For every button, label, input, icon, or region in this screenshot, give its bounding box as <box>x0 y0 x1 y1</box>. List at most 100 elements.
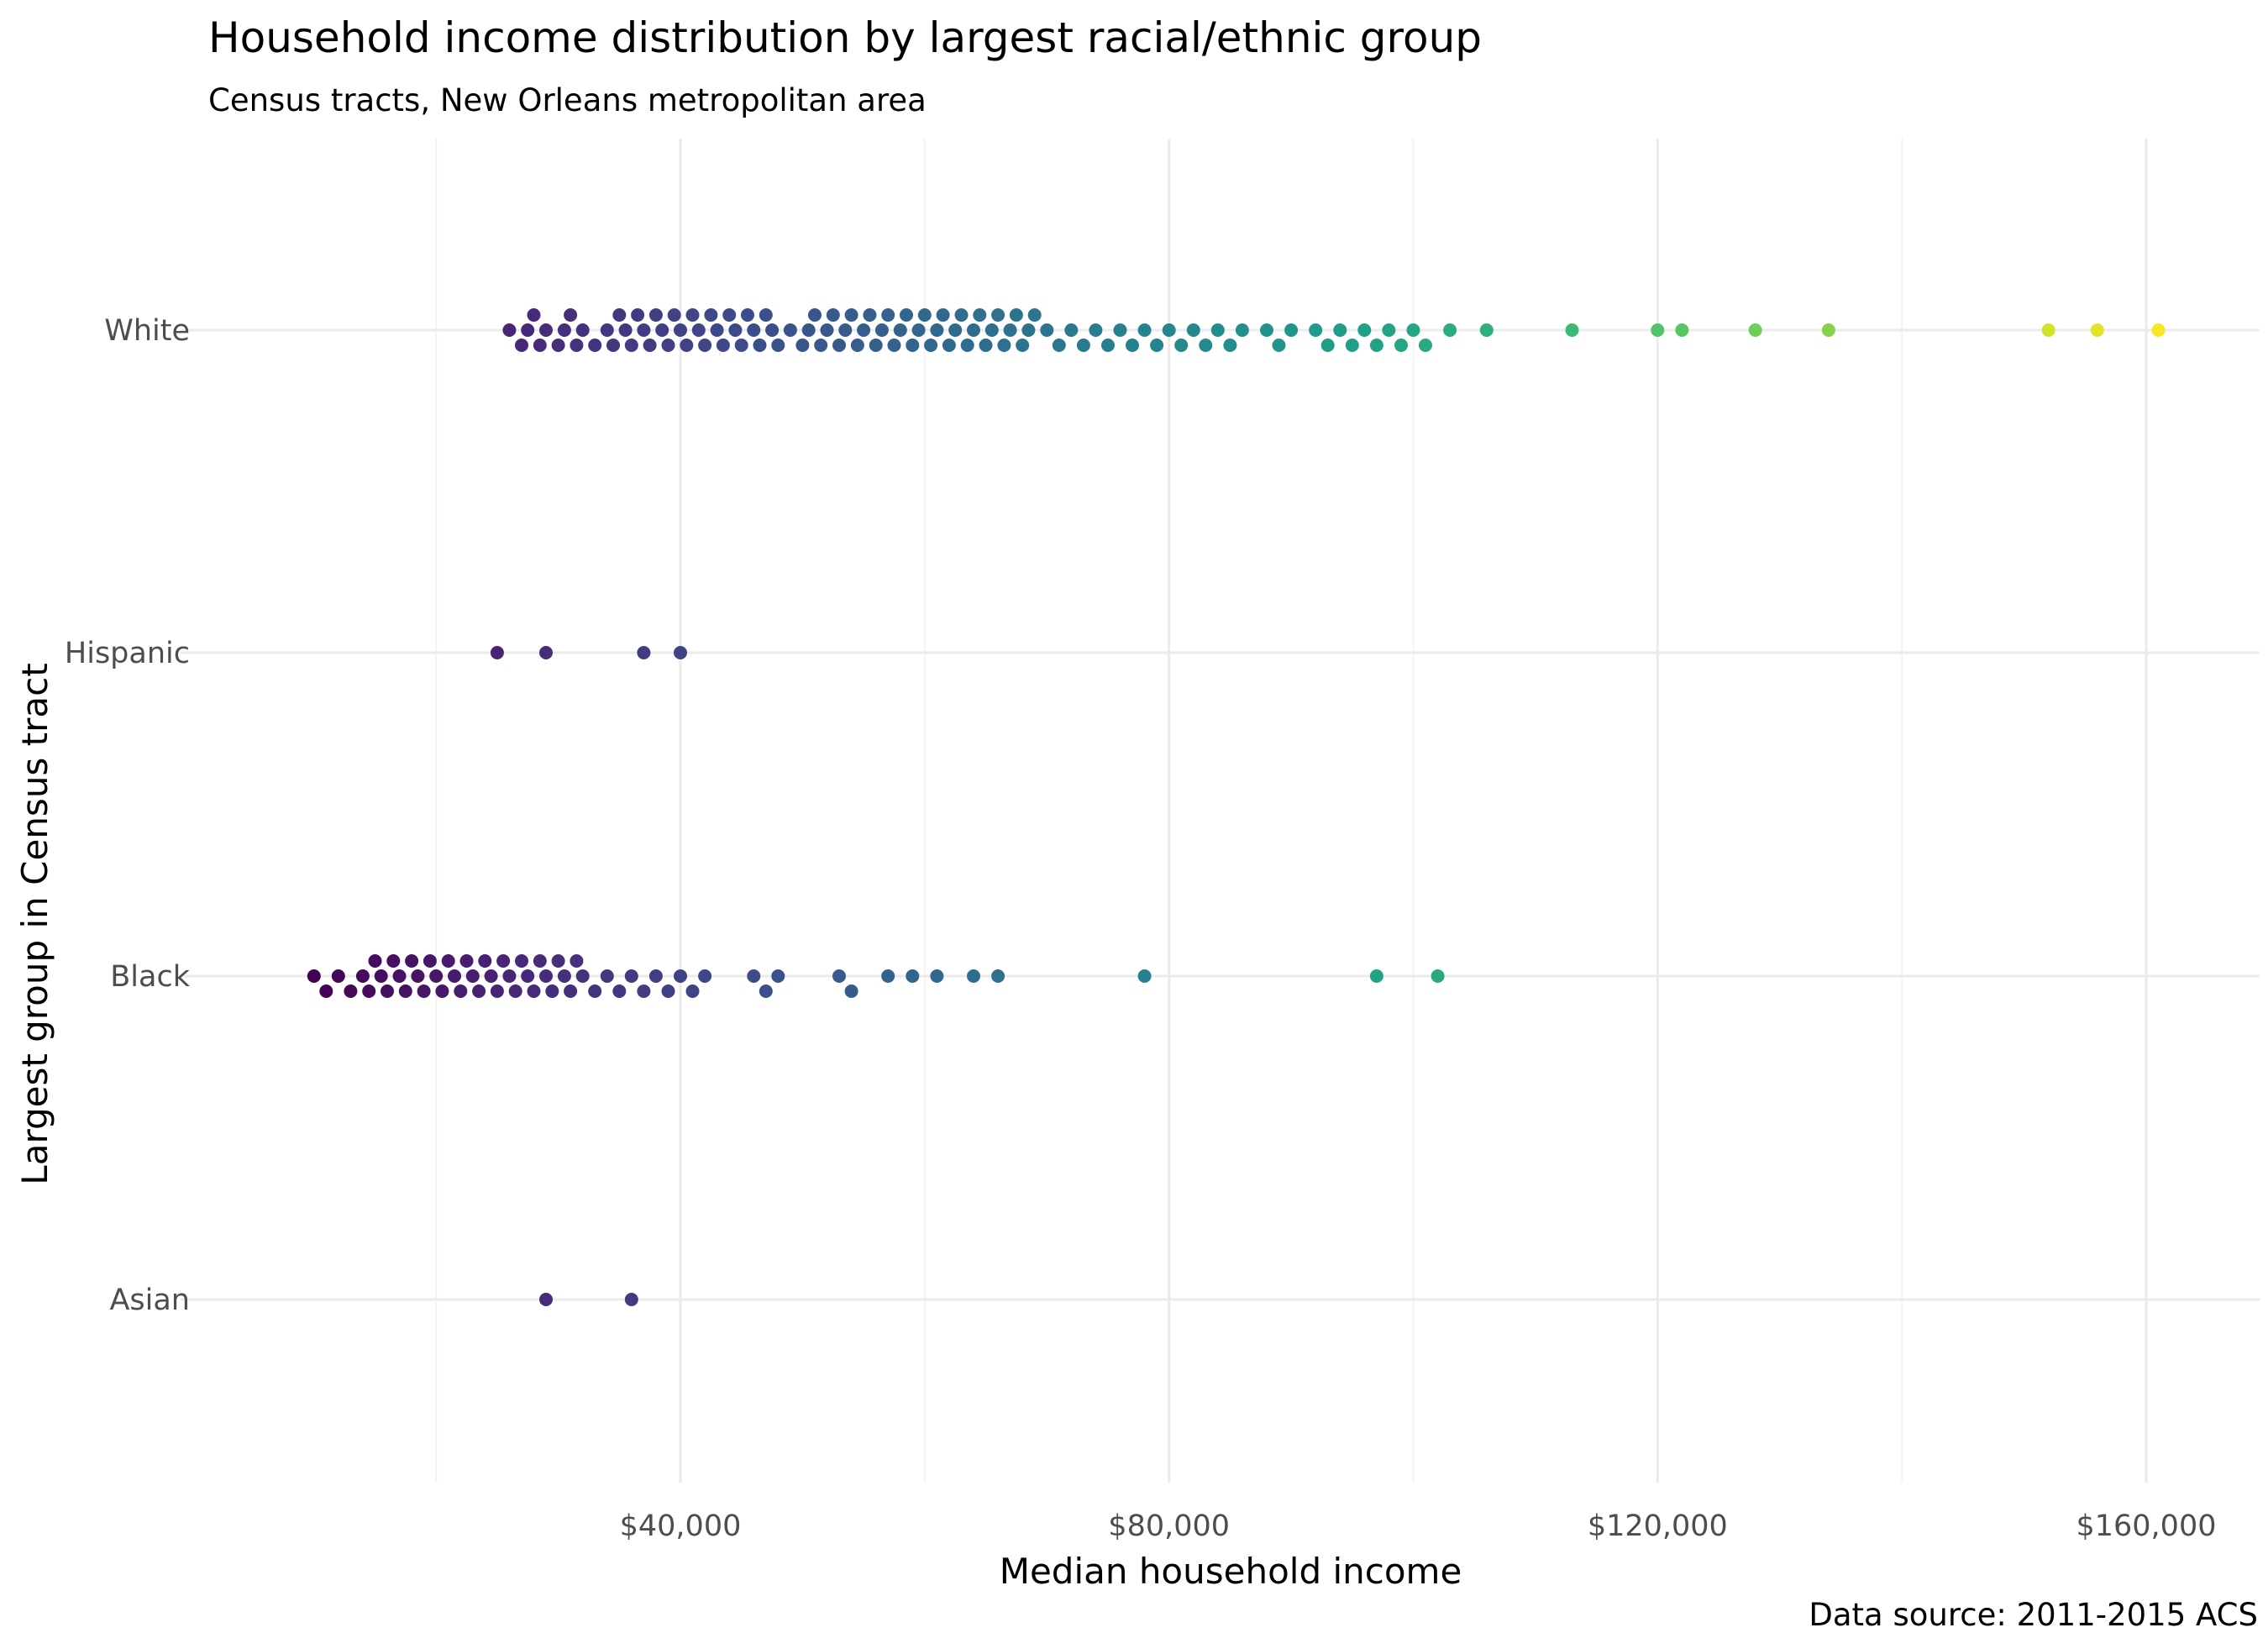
data-point-white <box>600 323 614 337</box>
data-point-black <box>564 984 578 998</box>
data-point-white <box>1223 339 1237 352</box>
data-point-black <box>459 954 474 968</box>
data-point-white <box>1309 323 1323 337</box>
data-point-white <box>954 308 969 322</box>
data-point-white <box>857 323 871 337</box>
data-point-white <box>1235 323 1249 337</box>
data-point-white <box>900 308 913 322</box>
y-tick-labels: White Hispanic Black Asian <box>65 314 191 1317</box>
data-point-black <box>405 954 419 968</box>
data-point-black <box>545 984 559 998</box>
data-point-black <box>575 969 590 983</box>
data-point-white <box>997 339 1011 352</box>
data-point-black <box>484 969 498 983</box>
data-point-black <box>454 984 468 998</box>
chart-caption: Data source: 2011-2015 ACS <box>1809 1597 2258 1633</box>
data-point-white <box>1016 339 1030 352</box>
data-point-white <box>1406 323 1420 337</box>
data-point-white <box>820 323 834 337</box>
data-point-white <box>1186 323 1200 337</box>
data-point-white <box>685 308 700 322</box>
data-point-white <box>1382 323 1396 337</box>
data-point-black <box>881 969 895 983</box>
data-point-black <box>588 984 602 998</box>
data-point-black <box>429 969 444 983</box>
x-tick-label: $160,000 <box>2076 1509 2216 1543</box>
data-point-white <box>801 323 816 337</box>
data-point-black <box>648 969 663 983</box>
data-point-white <box>2090 323 2104 337</box>
data-point-white <box>1137 323 1152 337</box>
data-point-white <box>1089 323 1103 337</box>
data-point-white <box>1199 339 1213 352</box>
data-point-black <box>1137 969 1152 983</box>
data-point-black <box>374 969 388 983</box>
data-point-white <box>1320 339 1335 352</box>
data-point-white <box>808 308 822 322</box>
data-point-white <box>1369 339 1383 352</box>
data-point-black <box>331 969 345 983</box>
data-point-white <box>710 323 724 337</box>
data-point-white <box>691 323 706 337</box>
data-point-white <box>844 308 858 322</box>
data-point-white <box>1821 323 1835 337</box>
data-point-white <box>1052 339 1066 352</box>
data-point-white <box>771 339 785 352</box>
data-point-white <box>814 339 828 352</box>
data-point-white <box>515 339 528 352</box>
data-point-white <box>924 339 938 352</box>
data-point-black <box>368 954 382 968</box>
data-point-black <box>448 969 461 983</box>
data-points <box>307 308 2166 1306</box>
data-point-white <box>698 339 712 352</box>
data-point-asian <box>539 1293 553 1306</box>
data-point-black <box>698 969 712 983</box>
data-point-black <box>515 954 528 968</box>
y-tick-label: Black <box>110 960 190 994</box>
data-point-white <box>1150 339 1164 352</box>
data-point-black <box>759 984 773 998</box>
data-point-white <box>734 339 748 352</box>
data-point-black <box>508 984 522 998</box>
data-point-white <box>502 323 517 337</box>
data-point-white <box>881 308 895 322</box>
data-point-white <box>741 308 754 322</box>
data-point-white <box>874 323 889 337</box>
data-point-white <box>575 323 590 337</box>
data-point-white <box>564 308 578 322</box>
data-point-black <box>1431 969 1445 983</box>
data-point-white <box>1260 323 1273 337</box>
data-point-white <box>942 339 956 352</box>
data-point-white <box>1284 323 1299 337</box>
data-point-black <box>478 954 492 968</box>
data-point-white <box>765 323 780 337</box>
data-point-white <box>991 308 1005 322</box>
data-point-white <box>917 308 932 322</box>
data-point-black <box>441 954 455 968</box>
data-point-black <box>661 984 675 998</box>
data-point-white <box>1443 323 1457 337</box>
data-point-black <box>624 969 638 983</box>
data-point-white <box>643 339 657 352</box>
data-point-white <box>1210 323 1225 337</box>
data-point-white <box>637 323 651 337</box>
x-tick-labels: $40,000 $80,000 $120,000 $160,000 <box>620 1509 2217 1543</box>
data-point-white <box>716 339 730 352</box>
data-point-black <box>392 969 407 983</box>
data-point-white <box>728 323 743 337</box>
data-point-white <box>667 308 681 322</box>
data-point-white <box>1126 339 1139 352</box>
data-point-white <box>911 323 926 337</box>
data-point-black <box>307 969 321 983</box>
data-point-white <box>1272 339 1286 352</box>
data-point-black <box>747 969 761 983</box>
data-point-white <box>893 323 907 337</box>
data-point-black <box>685 984 700 998</box>
data-point-black <box>398 984 412 998</box>
x-tick-label: $40,000 <box>620 1509 742 1543</box>
data-point-white <box>753 339 767 352</box>
data-point-white <box>948 323 963 337</box>
data-point-white <box>1748 323 1762 337</box>
data-point-white <box>521 323 535 337</box>
